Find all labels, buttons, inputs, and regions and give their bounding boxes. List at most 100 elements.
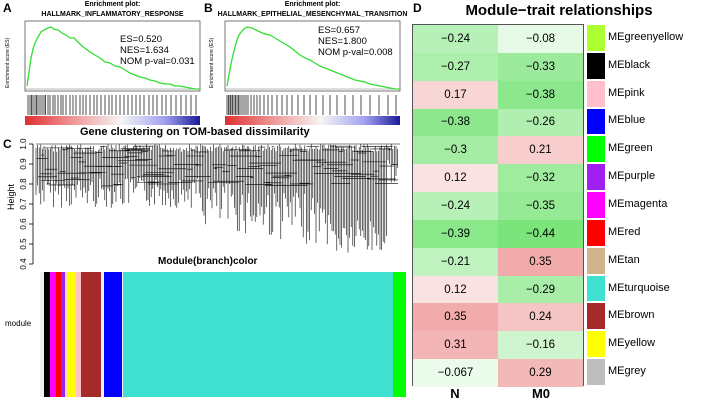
- module-color-swatch: [587, 164, 605, 191]
- module-name-label: MEpink: [608, 86, 645, 99]
- column-label-m0: M0: [531, 386, 551, 401]
- heatmap-cell: 0.31: [413, 331, 498, 360]
- y-tick-label: 0.9: [19, 158, 28, 170]
- panel-c-title: Gene clustering on TOM-based dissimilari…: [80, 126, 310, 138]
- panel-a-es-curve: [26, 26, 199, 90]
- y-tick-label: 0.6: [19, 218, 28, 230]
- panel-b-enrichment-plot: Enrichment score (ES): [209, 20, 401, 125]
- module-color-swatch: [587, 359, 605, 385]
- module-color-swatch: [587, 275, 605, 302]
- panel-d-title: Module−trait relationships: [465, 2, 653, 19]
- heatmap-cell: −0.38: [413, 108, 498, 137]
- heatmap-cell: −0.21: [413, 247, 498, 276]
- module-name-label: MEtan: [608, 253, 640, 266]
- module-label-column: MEgreenyellow MEblack MEpink MEblue MEgreen M…: [608, 24, 708, 386]
- panel-a-pval: NOM p-val=0.031: [120, 56, 195, 67]
- module-color-swatch: [587, 247, 605, 274]
- heatmap-cell: 0.12: [413, 164, 498, 193]
- module-color-segment: [76, 272, 81, 397]
- module-color-segment: [56, 272, 61, 397]
- dendrogram-branches: [35, 143, 400, 253]
- panel-b-title-line1: Enrichment plot:: [284, 1, 341, 8]
- module-color-segment: [44, 272, 50, 397]
- panel-b-nes: NES=1.800: [318, 36, 367, 47]
- module-name-label: MEturquoise: [608, 281, 670, 294]
- module-name-label: MEgreenyellow: [608, 30, 684, 43]
- module-color-segment: [123, 272, 393, 397]
- panel-b-hit-bars: [226, 95, 397, 115]
- module-name-label: MEgrey: [608, 365, 646, 378]
- panel-c-dendrogram: Height 1.0 0.9 0.8 0.7 0.6 0.5 0.4: [6, 138, 400, 270]
- panel-c-color-bar-title: Module(branch)color: [158, 256, 258, 267]
- y-tick-label: 0.7: [19, 198, 28, 210]
- module-name-label: MEbrown: [608, 309, 655, 322]
- heatmap-cell: −0.44: [498, 219, 583, 248]
- module-color-swatch: [587, 52, 605, 79]
- module-color-bar: [40, 272, 406, 397]
- module-color-segment: [104, 272, 122, 397]
- column-label-n: N: [450, 386, 460, 401]
- panel-a-es: ES=0.520: [120, 34, 162, 45]
- heatmap-cell: −0.26: [498, 108, 583, 137]
- panel-c-letter: C: [3, 137, 12, 151]
- module-color-swatch: [587, 331, 605, 358]
- panel-b-es: ES=0.657: [318, 25, 360, 36]
- heatmap-cell: −0.29: [498, 275, 583, 304]
- y-tick-label: 1.0: [19, 138, 28, 150]
- heatmap-cell: −0.38: [498, 80, 583, 109]
- heatmap-cell: 0.24: [498, 303, 583, 332]
- heatmap-cell: −0.35: [498, 192, 583, 220]
- heatmap-cell: −0.32: [498, 164, 583, 193]
- panel-a-y-label: Enrichment score (ES): [5, 37, 11, 88]
- heatmap-cell: −0.24: [413, 25, 498, 53]
- panel-b-pval: NOM p-val=0.008: [318, 47, 393, 58]
- panel-b-rank-gradient: [225, 116, 400, 125]
- panel-a-hit-bars: [27, 95, 197, 115]
- heatmap-cell: −0.39: [413, 219, 498, 248]
- panel-b-es-curve: [226, 26, 399, 90]
- heatmap-cell: −0.33: [498, 52, 583, 81]
- heatmap-cell: −0.24: [413, 192, 498, 220]
- module-color-swatch: [587, 108, 605, 135]
- heatmap-cell: −0.16: [498, 331, 583, 360]
- module-color-swatch: [587, 219, 605, 246]
- y-tick-label: 0.5: [19, 238, 28, 250]
- module-name-label: MEyellow: [608, 337, 656, 350]
- module-color-swatch: [587, 303, 605, 330]
- module-name-label: MEblack: [608, 58, 651, 71]
- panel-c-y-label: Height: [6, 183, 16, 210]
- module-name-label: MEpurple: [608, 170, 656, 183]
- module-color-segment: [50, 272, 56, 397]
- panel-a-title-line1: Enrichment plot:: [84, 1, 141, 8]
- heatmap-cell: 0.12: [413, 275, 498, 304]
- heatmap-cell: −0.067: [413, 359, 498, 387]
- panel-a-title-line2: HALLMARK_INFLAMMATORY_RESPONSE: [41, 11, 184, 18]
- module-color-segment: [393, 272, 406, 397]
- panel-c-y-ticks: [29, 143, 33, 265]
- panel-c-row-label: module: [5, 319, 32, 328]
- heatmap-cell: −0.3: [413, 136, 498, 165]
- panel-b-title-line2: HALLMARK_EPITHELIAL_MESENCHYMAL_TRANSITI…: [217, 11, 408, 18]
- y-tick-label: 0.4: [19, 258, 28, 270]
- module-name-label: MEblue: [608, 114, 646, 127]
- panel-d-letter: D: [413, 1, 422, 15]
- panel-a-rank-gradient: [25, 116, 200, 125]
- module-color-swatch: [587, 25, 605, 51]
- module-color-swatch: [587, 136, 605, 163]
- panel-a-enrichment-plot: Enrichment score (ES): [5, 20, 201, 125]
- module-name-label: MEred: [608, 225, 641, 238]
- module-color-swatch: [587, 80, 605, 107]
- module-name-label: MEmagenta: [608, 198, 668, 210]
- module-name-label: MEgreen: [608, 142, 653, 155]
- module-color-segment: [68, 272, 76, 397]
- heatmap-cell: −0.27: [413, 52, 498, 81]
- panel-b-y-label: Enrichment score (ES): [209, 37, 215, 88]
- module-swatch-column: [587, 24, 605, 386]
- heatmap-cell: 0.21: [498, 136, 583, 165]
- module-color-segment: [81, 272, 101, 397]
- panel-b-letter: B: [204, 1, 213, 15]
- y-tick-label: 0.8: [19, 178, 28, 190]
- panel-a-nes: NES=1.634: [120, 45, 169, 56]
- heatmap-cell: 0.35: [413, 303, 498, 332]
- heatmap-cell: 0.35: [498, 247, 583, 276]
